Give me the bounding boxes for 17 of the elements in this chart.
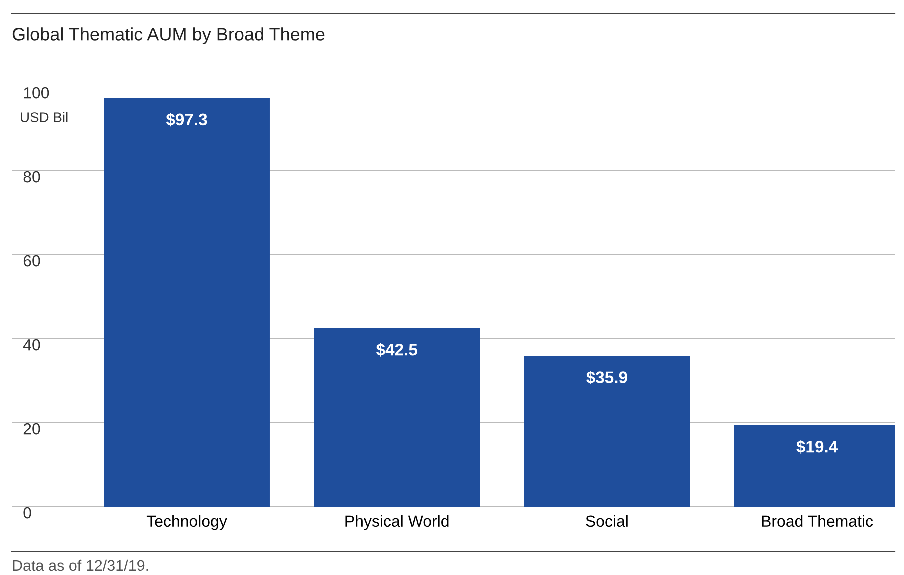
y-tick-label: 20 bbox=[24, 423, 40, 435]
chart-title: Global Thematic AUM by Broad Theme bbox=[12, 28, 325, 44]
data-label: $19.4 bbox=[796, 440, 838, 454]
x-tick-label: Broad Thematic bbox=[762, 515, 874, 528]
x-tick-label: Social bbox=[586, 515, 628, 528]
y-tick-label: 60 bbox=[24, 255, 40, 267]
data-label: $97.3 bbox=[166, 113, 208, 127]
x-tick-label: Physical World bbox=[346, 515, 449, 530]
x-tick-label: Technology bbox=[146, 515, 228, 530]
y-tick-label: 0 bbox=[24, 507, 32, 519]
data-label: $42.5 bbox=[376, 343, 418, 357]
data-label: $35.9 bbox=[586, 370, 628, 385]
y-tick-label: 80 bbox=[24, 171, 40, 183]
y-tick-label: 40 bbox=[23, 339, 40, 351]
y-tick-label: 100 bbox=[24, 87, 50, 99]
text: Data as of 12/31/19. bbox=[13, 560, 148, 572]
y-axis-title: USD Bil bbox=[21, 112, 68, 122]
